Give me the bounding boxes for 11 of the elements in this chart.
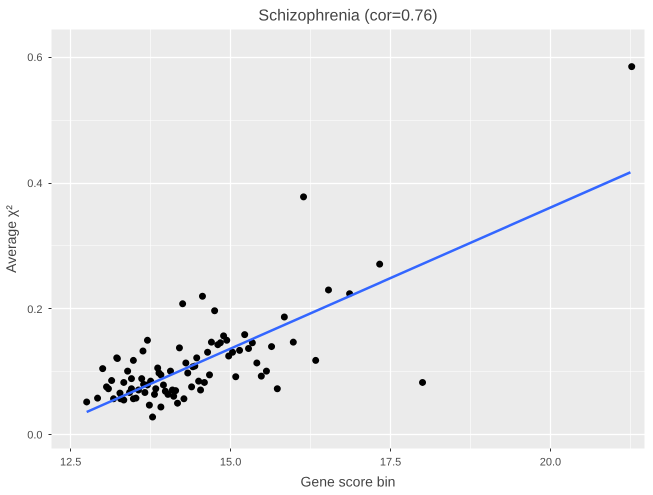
y-axis-title: Average χ² <box>3 204 20 273</box>
x-tick-label: 15.0 <box>220 456 242 468</box>
y-tick-label: 0.6 <box>27 52 43 64</box>
y-tick-label: 0.4 <box>27 178 43 190</box>
x-tick-label: 12.5 <box>60 456 82 468</box>
x-tick-label: 17.5 <box>380 456 402 468</box>
x-axis-title: Gene score bin <box>300 474 396 490</box>
x-tick-label: 20.0 <box>540 456 562 468</box>
y-tick-label: 0.0 <box>27 430 43 442</box>
chart-title: Schizophrenia (cor=0.76) <box>258 8 438 24</box>
y-tick-label: 0.2 <box>27 304 43 316</box>
